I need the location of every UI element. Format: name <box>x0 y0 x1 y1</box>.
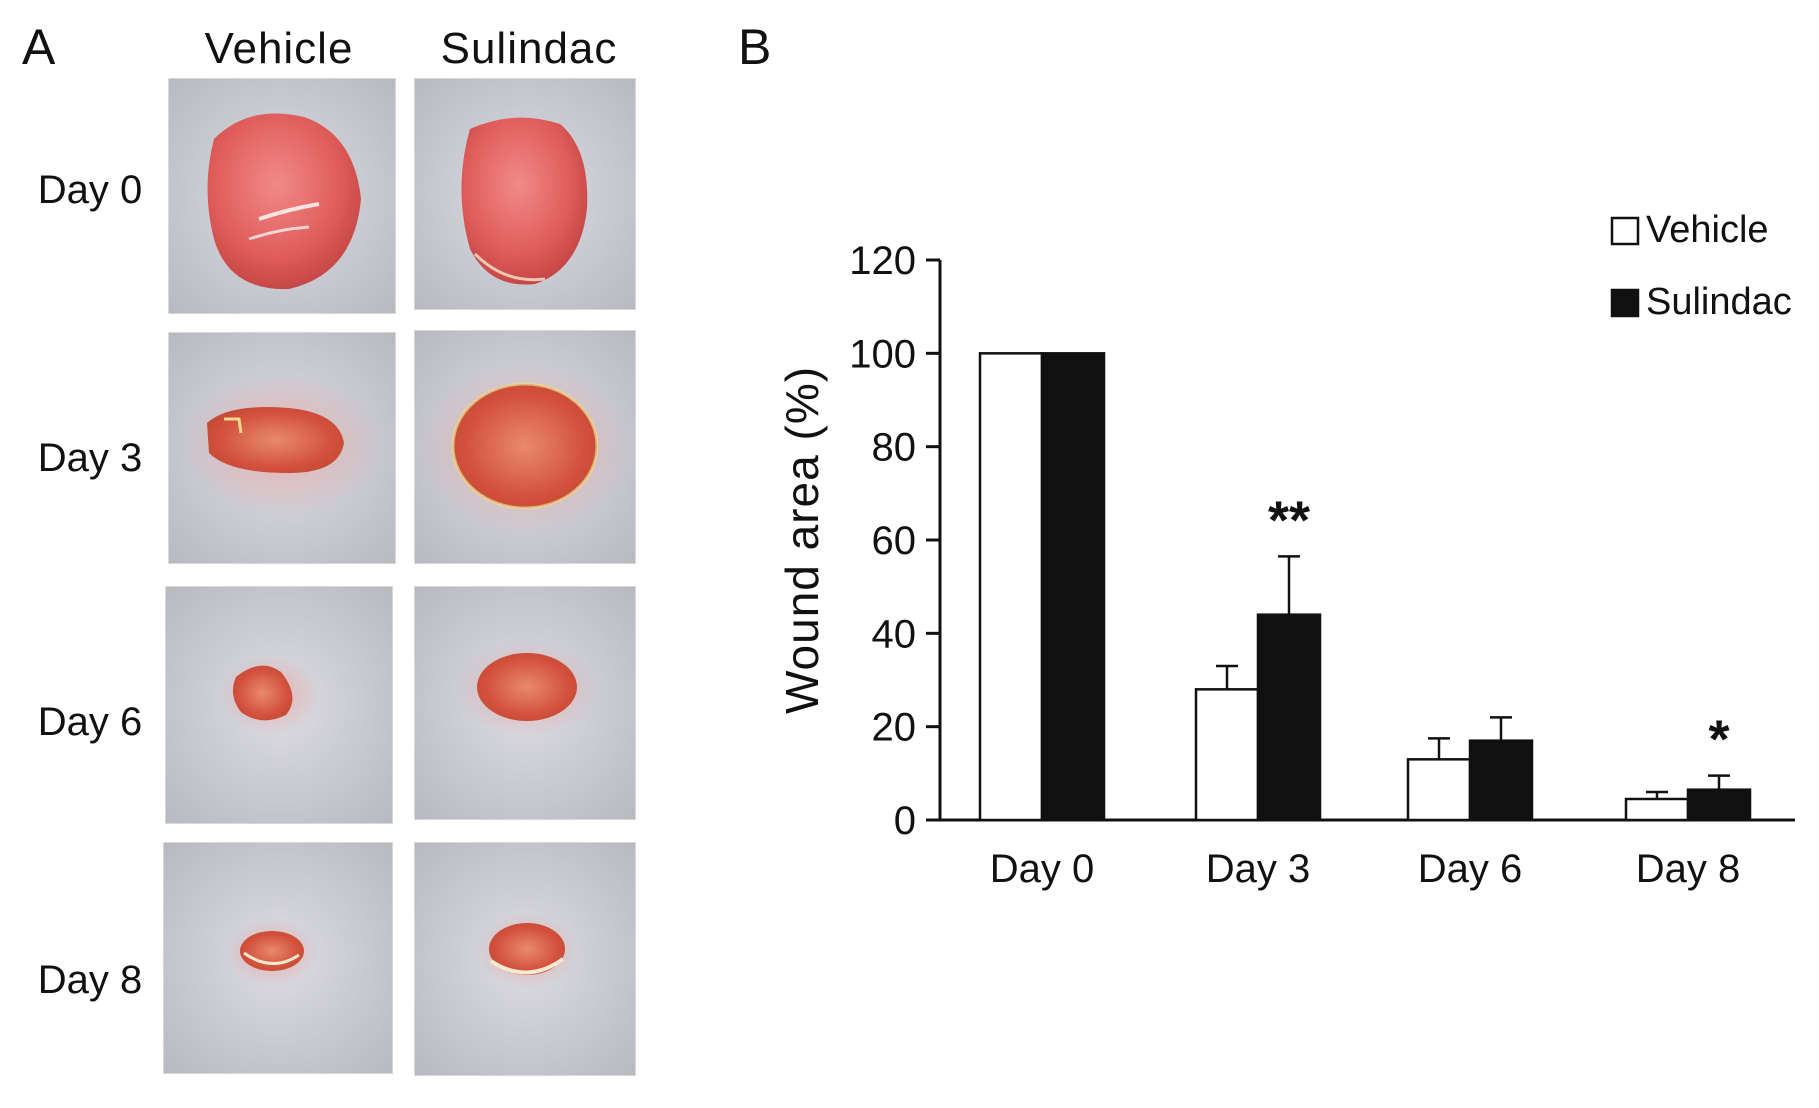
row-label-day-6: Day 6 <box>37 700 143 744</box>
panel-a-letter: A <box>22 19 56 75</box>
bar-sulindac-day-6 <box>1468 739 1534 822</box>
wound-photo-sulindac-day-6 <box>414 586 636 820</box>
bar-vehicle-day-6 <box>1406 758 1472 822</box>
row-label-day-8: Day 8 <box>37 958 143 1002</box>
significance-marker: * <box>1708 710 1729 770</box>
significance-marker: ** <box>1268 490 1310 550</box>
wound-photo-sulindac-day-0 <box>414 78 636 310</box>
y-tick-label: 0 <box>894 799 916 843</box>
legend-label-sulindac: Sulindac <box>1646 281 1792 323</box>
x-tick-label: Day 3 <box>1206 847 1311 891</box>
wound-photo-vehicle-day-0 <box>168 78 396 314</box>
bar-sulindac-day-3 <box>1256 613 1322 822</box>
bar-vehicle-day-3 <box>1194 688 1260 822</box>
wound-photo-vehicle-day-6 <box>165 586 393 824</box>
x-tick-label: Day 8 <box>1636 847 1741 891</box>
legend-swatch-sulindac <box>1610 288 1640 318</box>
panel-b-letter: B <box>738 19 772 75</box>
row-label-day-3: Day 3 <box>37 436 143 480</box>
bar-sulindac-day-0 <box>1040 352 1106 822</box>
y-tick-label: 40 <box>872 612 917 656</box>
x-tick-label: Day 6 <box>1418 847 1523 891</box>
column-header-sulindac: Sulindac <box>440 24 618 73</box>
wound-area-bar-chart: 0 20 40 60 80 100 120 Wound area (%) Day 0 Day 3 D… <box>776 209 1795 891</box>
wound-photo-sulindac-day-8 <box>414 842 636 1076</box>
column-header-vehicle: Vehicle <box>204 24 354 73</box>
legend-label-vehicle: Vehicle <box>1646 209 1769 251</box>
bar-sulindac-day-8 <box>1686 788 1752 822</box>
y-tick-label: 20 <box>872 706 917 750</box>
y-tick-label: 60 <box>872 519 917 563</box>
row-label-day-0: Day 0 <box>37 168 143 212</box>
wound-photo-sulindac-day-3 <box>414 330 636 564</box>
bar-vehicle-day-0 <box>978 352 1044 822</box>
wound-photo-vehicle-day-3 <box>168 332 396 564</box>
y-tick-label: 80 <box>872 426 917 470</box>
bar-vehicle-day-8 <box>1624 797 1690 822</box>
wound-photo-vehicle-day-8 <box>163 842 393 1074</box>
y-tick-label: 100 <box>849 332 916 376</box>
x-tick-label: Day 0 <box>990 847 1095 891</box>
y-axis-label: Wound area (%) <box>776 366 828 714</box>
legend-swatch-vehicle <box>1610 216 1640 246</box>
y-tick-label: 120 <box>849 239 916 283</box>
